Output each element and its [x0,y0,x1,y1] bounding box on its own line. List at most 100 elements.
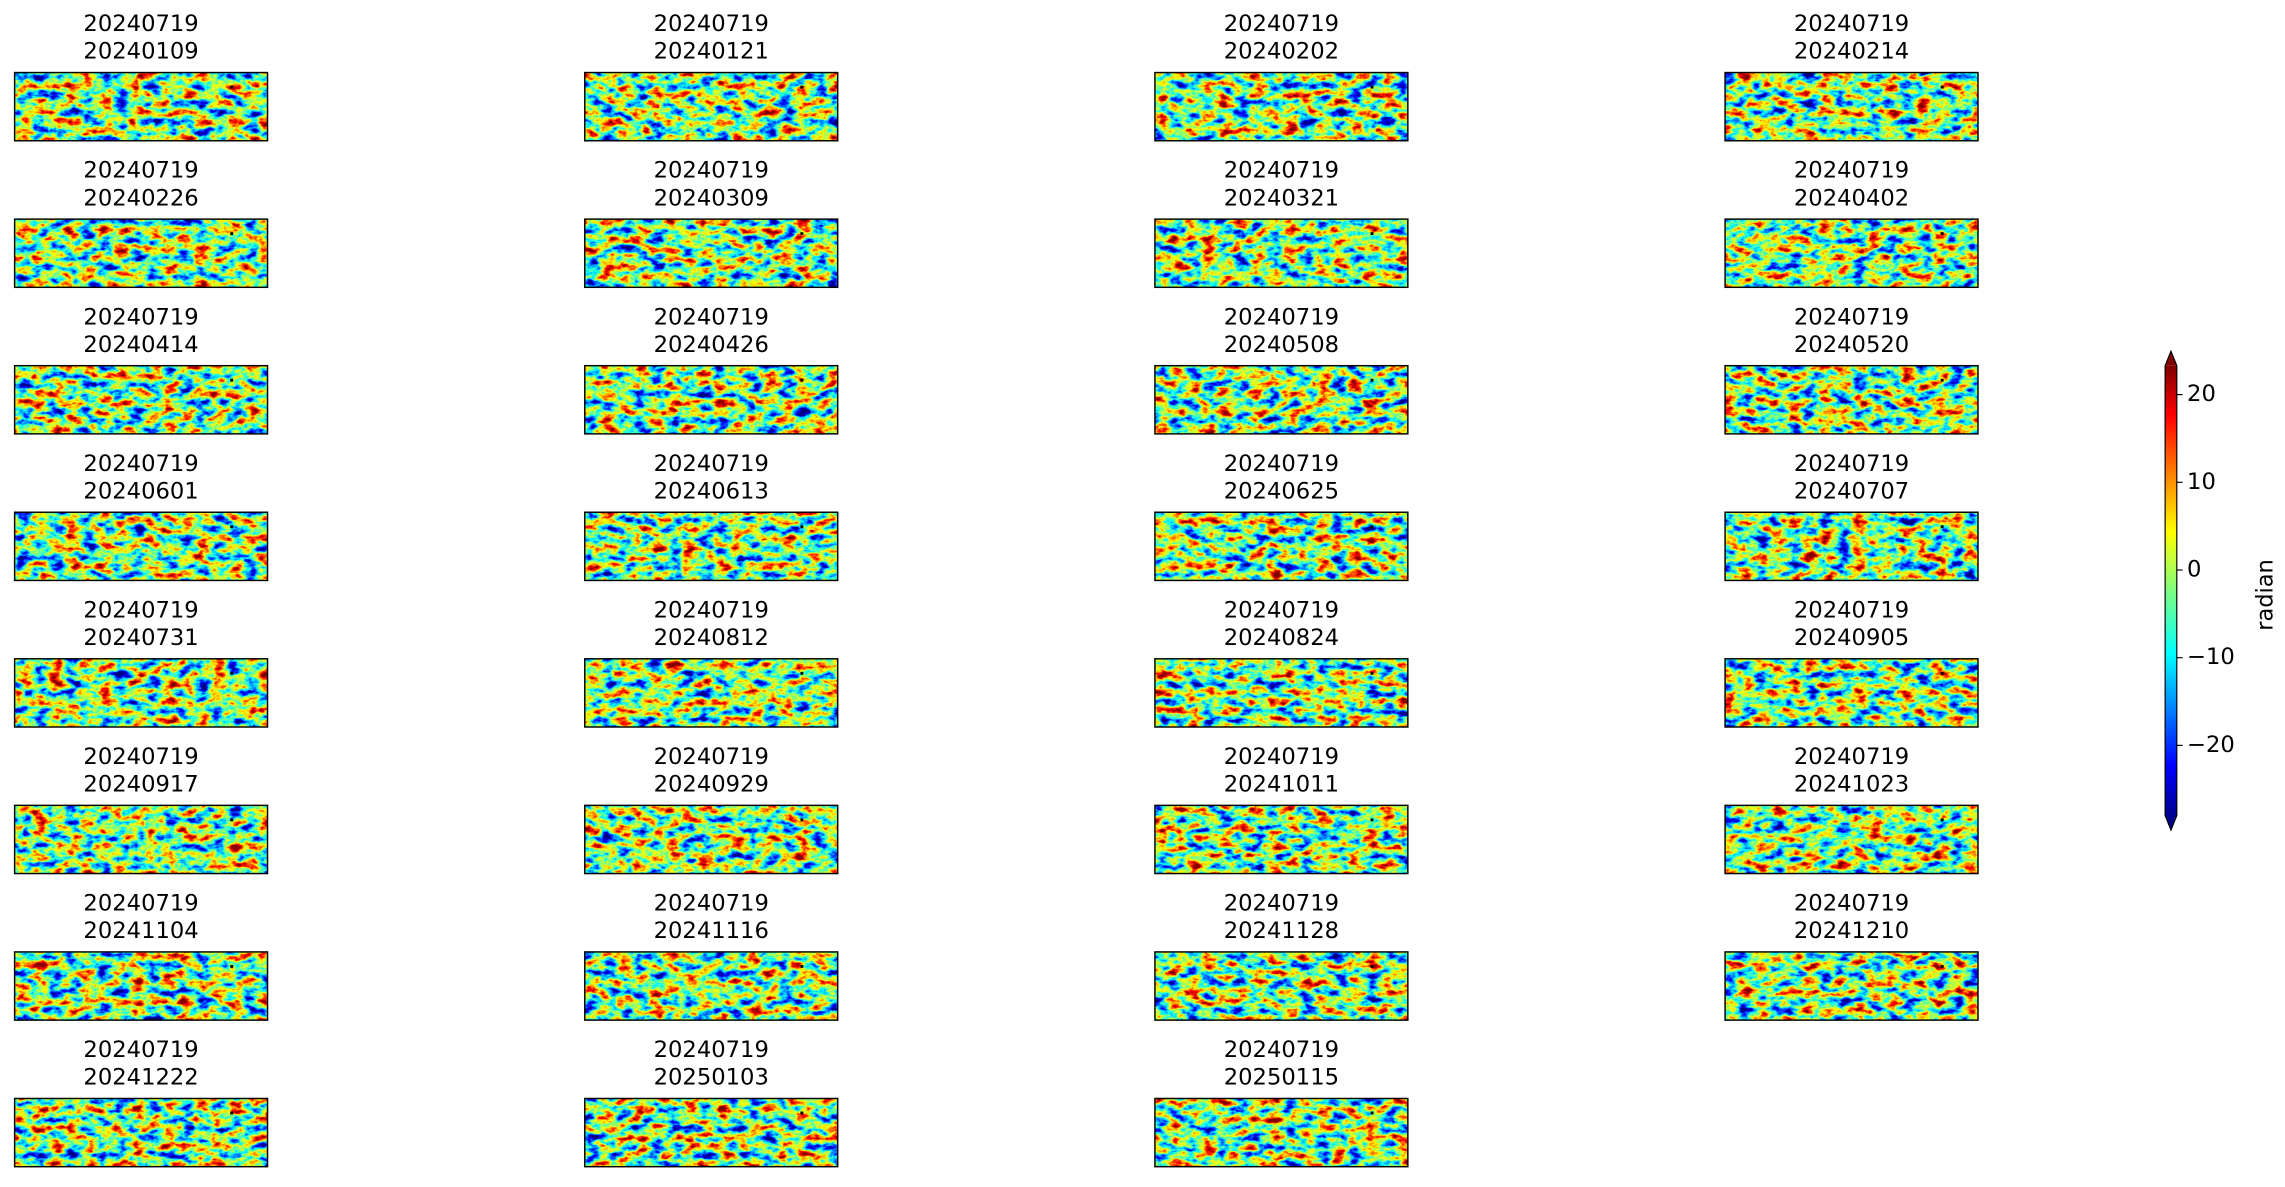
reference-point [230,378,234,382]
panel-frame [584,1097,839,1168]
interferogram-image [1154,365,1408,434]
reference-point [800,1111,804,1115]
reference-point [1370,1111,1374,1115]
panel-title-secondary: 20240613 [654,478,769,504]
panel-title-reference: 20240719 [83,1037,198,1063]
panel-frame [584,218,839,289]
colorbar-tick-label: −20 [2187,732,2235,758]
panel-title-secondary: 20241222 [83,1065,198,1091]
panel-title-secondary: 20240917 [83,772,198,798]
interferogram-image [584,512,838,581]
colorbar-label: radian [2252,559,2278,631]
panel-frame [584,951,839,1021]
reference-point [1370,232,1374,236]
panel-title-reference: 20240719 [83,11,198,37]
panel-title-reference: 20240719 [83,891,198,917]
reference-point [1940,964,1944,968]
interferogram-image [1725,512,1978,581]
panel-frame [584,71,839,142]
panel-title-secondary: 20241116 [654,918,769,944]
reference-point [800,671,804,675]
interferogram-image [584,805,838,874]
reference-point [230,964,234,968]
interferogram-image [1725,219,1978,288]
interferogram-image [1154,658,1408,728]
panel-title-secondary: 20240905 [1794,625,1909,651]
colorbar-tick-label: −10 [2187,644,2235,670]
colorbar-tick-label: 0 [2187,557,2201,583]
panel-frame [1724,71,1979,142]
reference-point [800,525,804,529]
panel-title-secondary: 20240226 [83,185,198,211]
interferogram-image [1154,1098,1408,1167]
panel-frame [584,658,839,728]
panel-title-secondary: 20240824 [1224,625,1339,651]
panel-frame [13,71,269,142]
reference-point [800,964,804,968]
panel-title-reference: 20240719 [1224,597,1339,623]
panel-title-reference: 20240719 [1224,891,1339,917]
panel-title-secondary: 20240109 [83,39,198,65]
panel-frame [1724,364,1979,435]
panel-title-reference: 20240719 [654,597,769,623]
panel-title-secondary: 20240929 [654,772,769,798]
panel-frame [1724,951,1979,1021]
colorbar [2165,365,2177,816]
panel-title-secondary: 20240812 [654,625,769,651]
reference-point [800,85,804,89]
interferogram-image [1154,219,1408,288]
reference-point [1370,818,1374,822]
reference-point [230,525,234,529]
colorbar-tick-label: 20 [2187,381,2216,407]
panel-title-secondary: 20240121 [654,39,769,65]
panel-frame [13,658,269,728]
panel-frame [584,804,839,875]
interferogram-image [1725,658,1978,728]
interferogram-image [14,512,268,581]
panel-frame [13,804,269,875]
panel-title-reference: 20240719 [654,891,769,917]
reference-point [230,1111,234,1115]
colorbar-extend-bottom [2165,815,2177,831]
panel-title-secondary: 20241210 [1794,918,1909,944]
interferogram-image [14,365,268,434]
reference-point [1370,378,1374,382]
reference-point [1370,671,1374,675]
panel-frame [1154,951,1409,1021]
panel-frame [1154,364,1409,435]
interferogram-image [584,72,838,141]
interferogram-image [1725,951,1978,1021]
panel-title-reference: 20240719 [654,11,769,37]
panel-title-secondary: 20240321 [1224,185,1339,211]
panel-frame [13,364,269,435]
interferogram-image [1154,805,1408,874]
reference-point [1940,525,1944,529]
reference-point [800,232,804,236]
reference-point [1940,85,1944,89]
colorbar-tick-label: 10 [2187,469,2216,495]
panel-title-reference: 20240719 [1224,1037,1339,1063]
interferogram-image [584,658,838,728]
reference-point [230,671,234,675]
panel-frame [1154,218,1409,289]
panel-title-secondary: 20240601 [83,478,198,504]
reference-point [1940,818,1944,822]
reference-point [1940,671,1944,675]
panel-title-reference: 20240719 [1794,744,1909,770]
panel-title-secondary: 20240508 [1224,332,1339,358]
panel-title-reference: 20240719 [1224,11,1339,37]
interferogram-image [584,951,838,1021]
panel-frame [1154,71,1409,142]
panel-frame [1154,1097,1409,1168]
panel-title-secondary: 20240426 [654,332,769,358]
panel-title-reference: 20240719 [654,304,769,330]
panel-title-reference: 20240719 [1794,11,1909,37]
interferogram-image [1154,951,1408,1021]
interferogram-image [584,1098,838,1167]
panel-title-secondary: 20250115 [1224,1065,1339,1091]
panel-frame [584,511,839,582]
panel-title-reference: 20240719 [654,744,769,770]
panel-title-reference: 20240719 [83,158,198,184]
reference-point [1370,525,1374,529]
